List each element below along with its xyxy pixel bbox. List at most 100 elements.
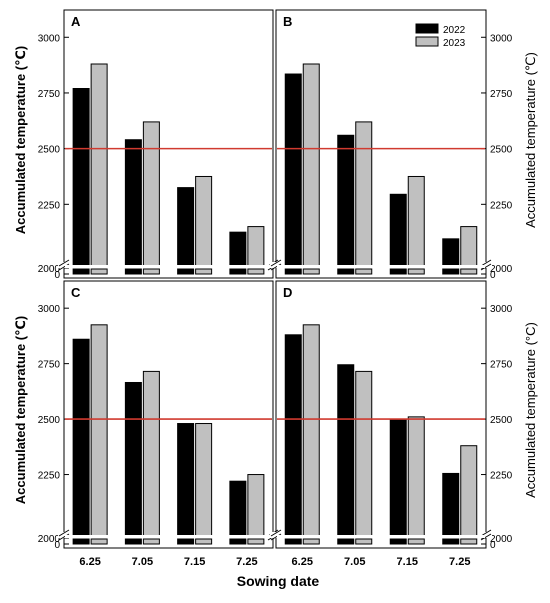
panel-frame <box>275 9 487 279</box>
axis-break-mark <box>58 529 70 537</box>
bar-2022 <box>72 338 90 537</box>
bar-stub-2022 <box>442 538 460 545</box>
bar-stub-2022 <box>284 268 302 275</box>
panel-letter: D <box>283 285 292 300</box>
axis-break-mark <box>270 529 282 537</box>
x-tick-label: 7.25 <box>236 556 257 568</box>
y-tick-label: 2000 <box>490 534 513 545</box>
y-axis-label-left-bottom: Accumulated temperature (℃) <box>13 316 28 504</box>
bar-stub-2023 <box>247 268 265 275</box>
bar-2023 <box>90 324 108 537</box>
y-tick-label: 2500 <box>490 415 513 426</box>
bar-stub-2022 <box>229 538 247 545</box>
bar-2023 <box>195 175 213 267</box>
y-tick-label: 2250 <box>38 200 61 211</box>
x-tick-label: 6.25 <box>79 556 100 568</box>
y-tick-label: 2750 <box>38 89 61 100</box>
y-tick-label: 3000 <box>38 33 61 44</box>
panel-letter: A <box>71 14 81 29</box>
bar-stub-2022 <box>124 268 142 275</box>
panel-frame <box>63 9 274 279</box>
bar-stub-2022 <box>177 538 195 545</box>
bar-2022 <box>177 423 195 537</box>
bar-2022 <box>177 187 195 267</box>
y-tick-label: 2000 <box>38 264 61 275</box>
x-tick-label: 6.25 <box>292 556 313 568</box>
y-tick-label: 2500 <box>490 145 513 156</box>
y-tick-label: 0 <box>490 270 496 281</box>
panel-frame <box>63 280 274 549</box>
panel-letter: B <box>283 14 292 29</box>
axis-break-mark <box>480 533 492 541</box>
axis-break-mark <box>58 259 70 267</box>
bar-2023 <box>142 370 160 537</box>
y-tick-label: 2250 <box>490 471 513 482</box>
bar-stub-2022 <box>337 268 355 275</box>
bar-2022 <box>442 238 460 267</box>
bar-stub-2022 <box>389 538 407 545</box>
bar-stub-2022 <box>337 538 355 545</box>
break-band <box>277 535 485 538</box>
bar-2022 <box>229 231 247 267</box>
y-tick-label: 0 <box>490 540 496 551</box>
axis-break-mark <box>480 263 492 271</box>
bar-stub-2023 <box>90 538 108 545</box>
y-axis-label-right-bottom: Accumulated temperature (°C) <box>523 322 538 498</box>
y-tick-label: 2000 <box>38 534 61 545</box>
bar-stub-2022 <box>389 268 407 275</box>
bar-2022 <box>337 134 355 267</box>
bar-2022 <box>389 193 407 267</box>
bar-2022 <box>229 480 247 537</box>
legend-label-2023: 2023 <box>443 38 466 49</box>
bar-2022 <box>337 364 355 537</box>
panel-frame <box>275 280 487 549</box>
y-tick-label: 2750 <box>490 89 513 100</box>
bar-stub-2023 <box>407 268 425 275</box>
bar-2023 <box>247 474 265 537</box>
y-tick-label: 2750 <box>38 360 61 371</box>
y-tick-label: 0 <box>54 540 60 551</box>
bar-stub-2023 <box>142 268 160 275</box>
bar-stub-2023 <box>407 538 425 545</box>
panel-letter: C <box>71 285 81 300</box>
y-tick-label: 2500 <box>38 145 61 156</box>
axis-break-gap <box>270 532 282 538</box>
bar-stub-2022 <box>72 268 90 275</box>
bar-stub-2023 <box>142 538 160 545</box>
axis-break-gap <box>270 262 282 268</box>
bar-stub-2023 <box>247 538 265 545</box>
bar-stub-2022 <box>124 538 142 545</box>
bar-2023 <box>90 63 108 267</box>
legend-swatch-2022 <box>415 23 439 34</box>
bar-stub-2023 <box>355 268 373 275</box>
bar-stub-2022 <box>442 268 460 275</box>
break-band <box>277 265 485 268</box>
y-tick-label: 3000 <box>490 33 513 44</box>
bar-stub-2022 <box>229 268 247 275</box>
legend-swatch-2023 <box>415 36 439 47</box>
bar-2022 <box>284 73 302 267</box>
bar-2023 <box>195 423 213 537</box>
bar-2023 <box>355 370 373 537</box>
bar-2023 <box>247 226 265 267</box>
bar-2023 <box>407 416 425 537</box>
bar-2023 <box>460 226 478 267</box>
y-axis-label-right-top: Accumulated temperature (℃) <box>523 52 538 228</box>
y-tick-label: 2250 <box>490 200 513 211</box>
x-tick-label: 7.15 <box>397 556 418 568</box>
break-band <box>65 265 272 268</box>
bar-stub-2023 <box>90 268 108 275</box>
legend-label-2022: 2022 <box>443 25 466 36</box>
y-tick-label: 3000 <box>38 304 61 315</box>
bar-stub-2023 <box>195 538 213 545</box>
y-axis-label-left-top: Accumulated temperature (℃) <box>13 46 28 234</box>
bar-2022 <box>124 381 142 537</box>
bar-2023 <box>355 121 373 267</box>
bar-stub-2023 <box>195 268 213 275</box>
y-tick-label: 2250 <box>38 471 61 482</box>
